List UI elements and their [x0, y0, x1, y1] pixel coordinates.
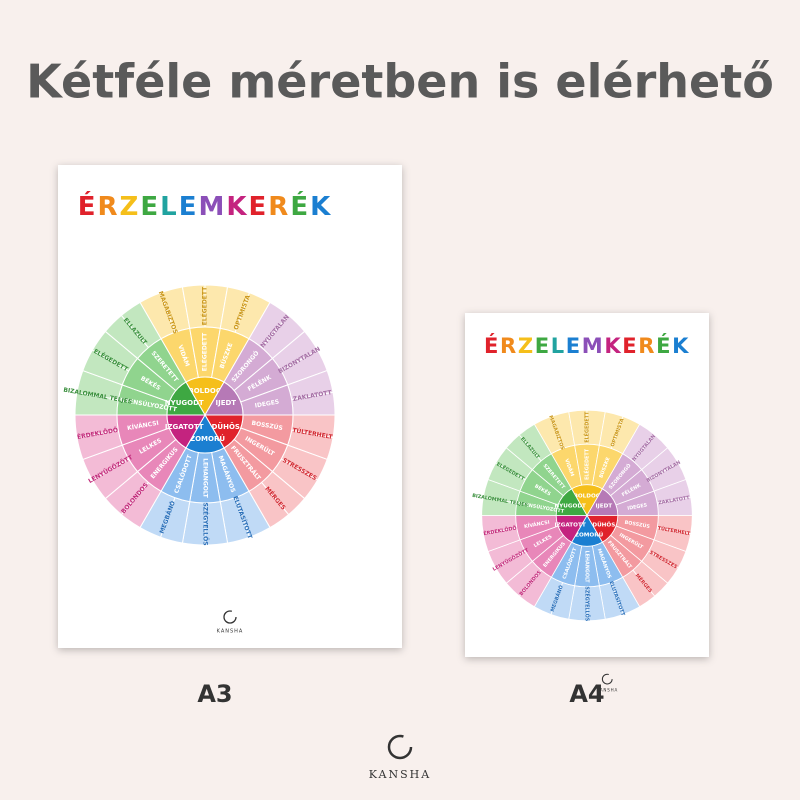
core-cell: [555, 488, 588, 516]
ring-label: ELÉGEDETT: [201, 332, 209, 371]
poster-brand: KANSHA: [596, 687, 618, 692]
ring-label: IDEGES: [254, 398, 279, 409]
core-label: BOLDOG: [188, 387, 222, 395]
poster-title: ÉRZELEMKERÉK: [484, 333, 690, 358]
ring-label: SZÉGYELLŐS: [202, 502, 210, 545]
core-label: SZOMORÚ: [571, 531, 604, 538]
size-label: A3: [197, 680, 232, 708]
heading: Kétféle méretben is elérhető: [26, 55, 774, 109]
poster-a4-content: ÉRZELEMKERÉK VIDÁM ELÉGEDETT BÜSZKEMAGABIZT…: [472, 333, 693, 692]
ring-label: ZAKLATOTT: [658, 495, 691, 507]
core-label: IZGATOTT: [165, 423, 204, 431]
core-label: DÜHÖS: [592, 522, 615, 529]
poster-logo: [223, 610, 237, 624]
core-label: DÜHÖS: [212, 422, 240, 431]
poster-title: ÉRZELEMKERÉK: [78, 190, 333, 222]
ring-label: LEHANGOLT: [584, 551, 590, 584]
poster-a3-content: ÉRZELEMKERÉK VIDÁM ELÉGEDETT BÜSZKEMAGABIZT…: [63, 190, 336, 635]
core-label: IJEDT: [596, 503, 613, 509]
poster-brand: KANSHA: [217, 629, 244, 635]
core-label: NYUGODT: [554, 503, 586, 509]
ring-label: IDEGES: [627, 502, 648, 511]
ring-label: ELÉGEDETT: [583, 411, 591, 443]
ring-label: SZÉGYELLŐS: [584, 586, 592, 621]
ring-label: ELÉGEDETT: [583, 448, 591, 480]
poster-logo: [601, 673, 613, 685]
ring-label: BOSSZÚS: [624, 519, 651, 530]
ring-label: LEHANGOLT: [202, 458, 209, 498]
core-label: IJEDT: [215, 399, 236, 407]
brand: KANSHA: [369, 768, 431, 781]
size-label: A4: [569, 680, 604, 708]
logo: [387, 734, 413, 760]
core-cell: [166, 381, 206, 416]
ring-label: ELÉGEDETT: [201, 286, 209, 325]
core-label: SZOMORÚ: [185, 434, 225, 443]
core-label: IZGATOTT: [555, 523, 586, 529]
poster: ÉRZELEMKERÉK VIDÁM ELÉGEDETT BÜSZKEMAGABIZT…: [63, 190, 336, 635]
core-label: BOLDOG: [574, 494, 601, 500]
core-label: NYUGODT: [165, 399, 204, 407]
poster: ÉRZELEMKERÉK VIDÁM ELÉGEDETT BÜSZKEMAGABIZT…: [472, 333, 693, 692]
